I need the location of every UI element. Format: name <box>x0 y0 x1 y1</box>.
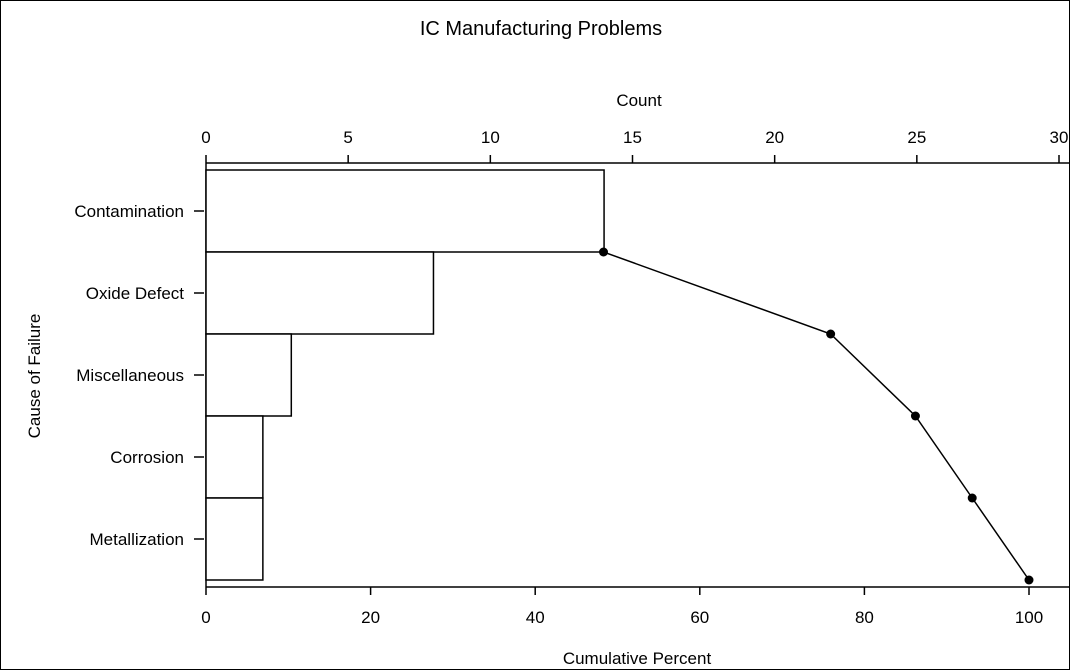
count-tick-label: 0 <box>201 128 210 147</box>
percent-tick-label: 0 <box>201 608 210 627</box>
count-tick-label: 10 <box>481 128 500 147</box>
percent-tick-label: 60 <box>690 608 709 627</box>
cumulative-point-1 <box>599 247 609 257</box>
category-label: Miscellaneous <box>76 366 184 385</box>
cumulative-percent-axis-label: Cumulative Percent <box>563 649 712 668</box>
percent-tick-label: 100 <box>1015 608 1043 627</box>
cumulative-point-3 <box>910 411 920 421</box>
category-label: Oxide Defect <box>86 284 185 303</box>
percent-tick-label: 40 <box>526 608 545 627</box>
count-tick-label: 15 <box>623 128 642 147</box>
cause-axis-label: Cause of Failure <box>25 314 44 439</box>
count-tick-label: 25 <box>907 128 926 147</box>
bar-metallization <box>205 497 264 581</box>
chart-title: IC Manufacturing Problems <box>420 18 662 40</box>
count-tick-label: 20 <box>765 128 784 147</box>
category-label: Metallization <box>90 530 185 549</box>
bar-contamination <box>205 169 605 253</box>
plot-area: 0 5 10 15 20 25 30 0 20 40 60 80 100 Contamination Oxi… <box>74 128 1069 627</box>
percent-tick-label: 20 <box>361 608 380 627</box>
category-label: Corrosion <box>110 448 184 467</box>
cumulative-percent-line <box>603 251 1030 581</box>
cumulative-point-4 <box>967 493 977 503</box>
cumulative-point-5 <box>1024 575 1034 585</box>
percent-tick-label: 80 <box>855 608 874 627</box>
category-label: Contamination <box>74 202 184 221</box>
count-axis-label: Count <box>616 91 662 110</box>
cumulative-point-2 <box>826 329 836 339</box>
bar-miscellaneous <box>205 333 293 417</box>
count-tick-label: 30 <box>1050 128 1069 147</box>
bar-oxide-defect <box>205 251 435 335</box>
count-tick-label: 5 <box>343 128 352 147</box>
bar-corrosion <box>205 415 264 499</box>
